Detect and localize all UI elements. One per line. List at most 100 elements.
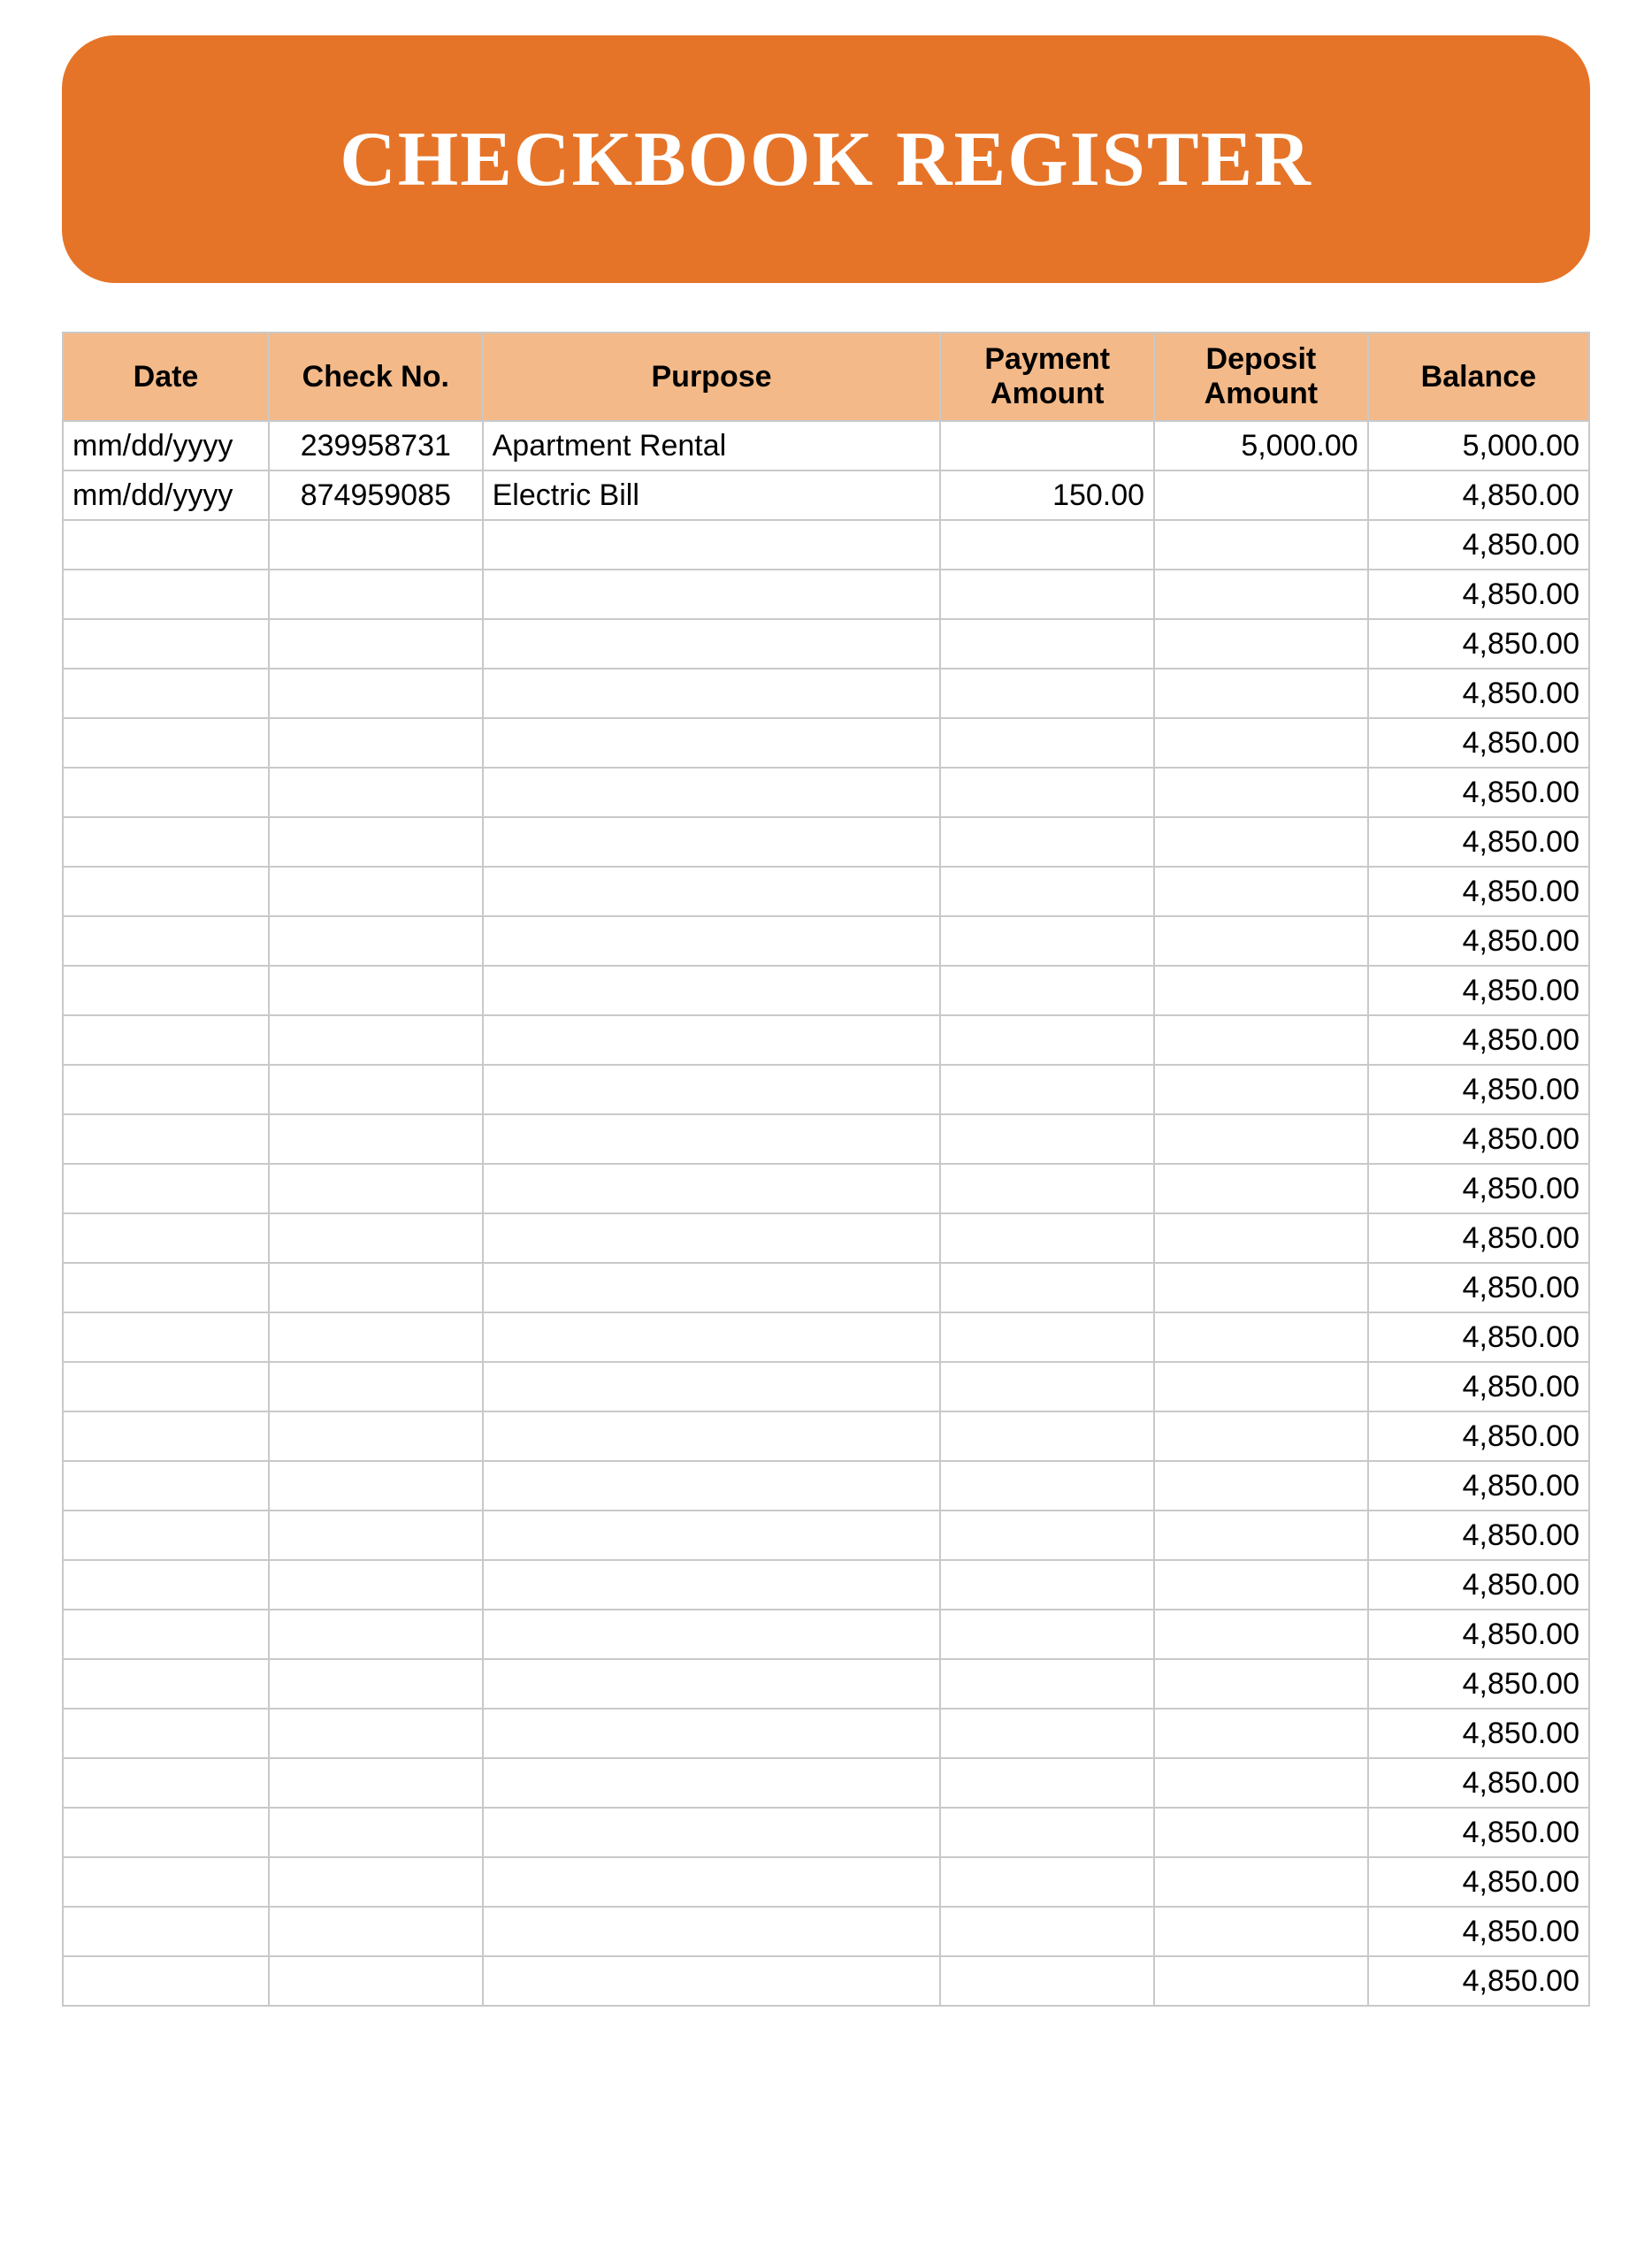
cell-check xyxy=(269,1461,483,1511)
table-row: 4,850.00 xyxy=(63,570,1589,619)
cell-deposit xyxy=(1154,570,1368,619)
table-row: 4,850.00 xyxy=(63,1511,1589,1560)
cell-purpose xyxy=(483,867,941,916)
cell-deposit xyxy=(1154,1411,1368,1461)
cell-payment xyxy=(940,1560,1154,1610)
cell-date xyxy=(63,1709,269,1758)
cell-date xyxy=(63,1065,269,1114)
cell-purpose xyxy=(483,768,941,817)
cell-balance: 4,850.00 xyxy=(1368,570,1589,619)
cell-check xyxy=(269,1560,483,1610)
cell-payment xyxy=(940,718,1154,768)
cell-payment xyxy=(940,1610,1154,1659)
cell-check xyxy=(269,1610,483,1659)
cell-balance: 4,850.00 xyxy=(1368,1758,1589,1808)
cell-deposit xyxy=(1154,1758,1368,1808)
table-row: 4,850.00 xyxy=(63,1610,1589,1659)
col-header-deposit: Deposit Amount xyxy=(1154,333,1368,421)
cell-deposit xyxy=(1154,1808,1368,1857)
cell-balance: 4,850.00 xyxy=(1368,916,1589,966)
cell-payment xyxy=(940,966,1154,1015)
cell-date xyxy=(63,867,269,916)
cell-balance: 4,850.00 xyxy=(1368,1461,1589,1511)
cell-deposit xyxy=(1154,867,1368,916)
cell-purpose xyxy=(483,1461,941,1511)
cell-deposit xyxy=(1154,1857,1368,1907)
cell-purpose xyxy=(483,1411,941,1461)
cell-check xyxy=(269,1065,483,1114)
cell-payment xyxy=(940,916,1154,966)
cell-deposit xyxy=(1154,1907,1368,1956)
col-header-payment: Payment Amount xyxy=(940,333,1154,421)
table-row: 4,850.00 xyxy=(63,718,1589,768)
cell-balance: 4,850.00 xyxy=(1368,1511,1589,1560)
table-row: 4,850.00 xyxy=(63,1263,1589,1312)
cell-balance: 4,850.00 xyxy=(1368,1015,1589,1065)
table-row: 4,850.00 xyxy=(63,1907,1589,1956)
cell-check: 239958731 xyxy=(269,421,483,470)
cell-check xyxy=(269,1312,483,1362)
page-title: CHECKBOOK REGISTER xyxy=(340,115,1312,204)
cell-balance: 4,850.00 xyxy=(1368,768,1589,817)
table-row: 4,850.00 xyxy=(63,1213,1589,1263)
cell-check xyxy=(269,916,483,966)
cell-purpose: Electric Bill xyxy=(483,470,941,520)
cell-date xyxy=(63,1857,269,1907)
cell-balance: 4,850.00 xyxy=(1368,1907,1589,1956)
table-row: 4,850.00 xyxy=(63,817,1589,867)
cell-deposit xyxy=(1154,966,1368,1015)
cell-purpose xyxy=(483,570,941,619)
cell-date xyxy=(63,1956,269,2006)
cell-purpose xyxy=(483,916,941,966)
cell-date xyxy=(63,1312,269,1362)
cell-payment xyxy=(940,867,1154,916)
cell-date xyxy=(63,619,269,669)
cell-balance: 4,850.00 xyxy=(1368,1065,1589,1114)
cell-deposit xyxy=(1154,916,1368,966)
cell-check xyxy=(269,1362,483,1411)
cell-date xyxy=(63,768,269,817)
col-header-purpose: Purpose xyxy=(483,333,941,421)
cell-balance: 5,000.00 xyxy=(1368,421,1589,470)
col-header-balance: Balance xyxy=(1368,333,1589,421)
table-header: Date Check No. Purpose Payment Amount De… xyxy=(63,333,1589,421)
cell-purpose xyxy=(483,1015,941,1065)
cell-balance: 4,850.00 xyxy=(1368,1263,1589,1312)
cell-deposit xyxy=(1154,718,1368,768)
table-row: 4,850.00 xyxy=(63,1808,1589,1857)
cell-balance: 4,850.00 xyxy=(1368,1709,1589,1758)
cell-date xyxy=(63,570,269,619)
cell-deposit xyxy=(1154,1015,1368,1065)
cell-check xyxy=(269,867,483,916)
cell-purpose xyxy=(483,1956,941,2006)
cell-check xyxy=(269,768,483,817)
cell-purpose xyxy=(483,1362,941,1411)
cell-payment xyxy=(940,570,1154,619)
cell-balance: 4,850.00 xyxy=(1368,1857,1589,1907)
cell-payment xyxy=(940,1065,1154,1114)
cell-check xyxy=(269,1808,483,1857)
cell-date xyxy=(63,1610,269,1659)
cell-payment xyxy=(940,669,1154,718)
cell-payment xyxy=(940,1263,1154,1312)
cell-purpose xyxy=(483,1709,941,1758)
table-row: 4,850.00 xyxy=(63,669,1589,718)
table-row: 4,850.00 xyxy=(63,1560,1589,1610)
cell-balance: 4,850.00 xyxy=(1368,1659,1589,1709)
cell-deposit xyxy=(1154,1659,1368,1709)
cell-check xyxy=(269,1907,483,1956)
cell-purpose xyxy=(483,1511,941,1560)
table-row: 4,850.00 xyxy=(63,1065,1589,1114)
col-header-date: Date xyxy=(63,333,269,421)
cell-balance: 4,850.00 xyxy=(1368,1956,1589,2006)
cell-deposit xyxy=(1154,1511,1368,1560)
table-row: 4,850.00 xyxy=(63,520,1589,570)
cell-deposit xyxy=(1154,619,1368,669)
cell-deposit xyxy=(1154,470,1368,520)
cell-date xyxy=(63,1411,269,1461)
cell-purpose xyxy=(483,718,941,768)
cell-purpose xyxy=(483,1857,941,1907)
cell-date xyxy=(63,1263,269,1312)
cell-purpose xyxy=(483,1907,941,1956)
cell-balance: 4,850.00 xyxy=(1368,817,1589,867)
